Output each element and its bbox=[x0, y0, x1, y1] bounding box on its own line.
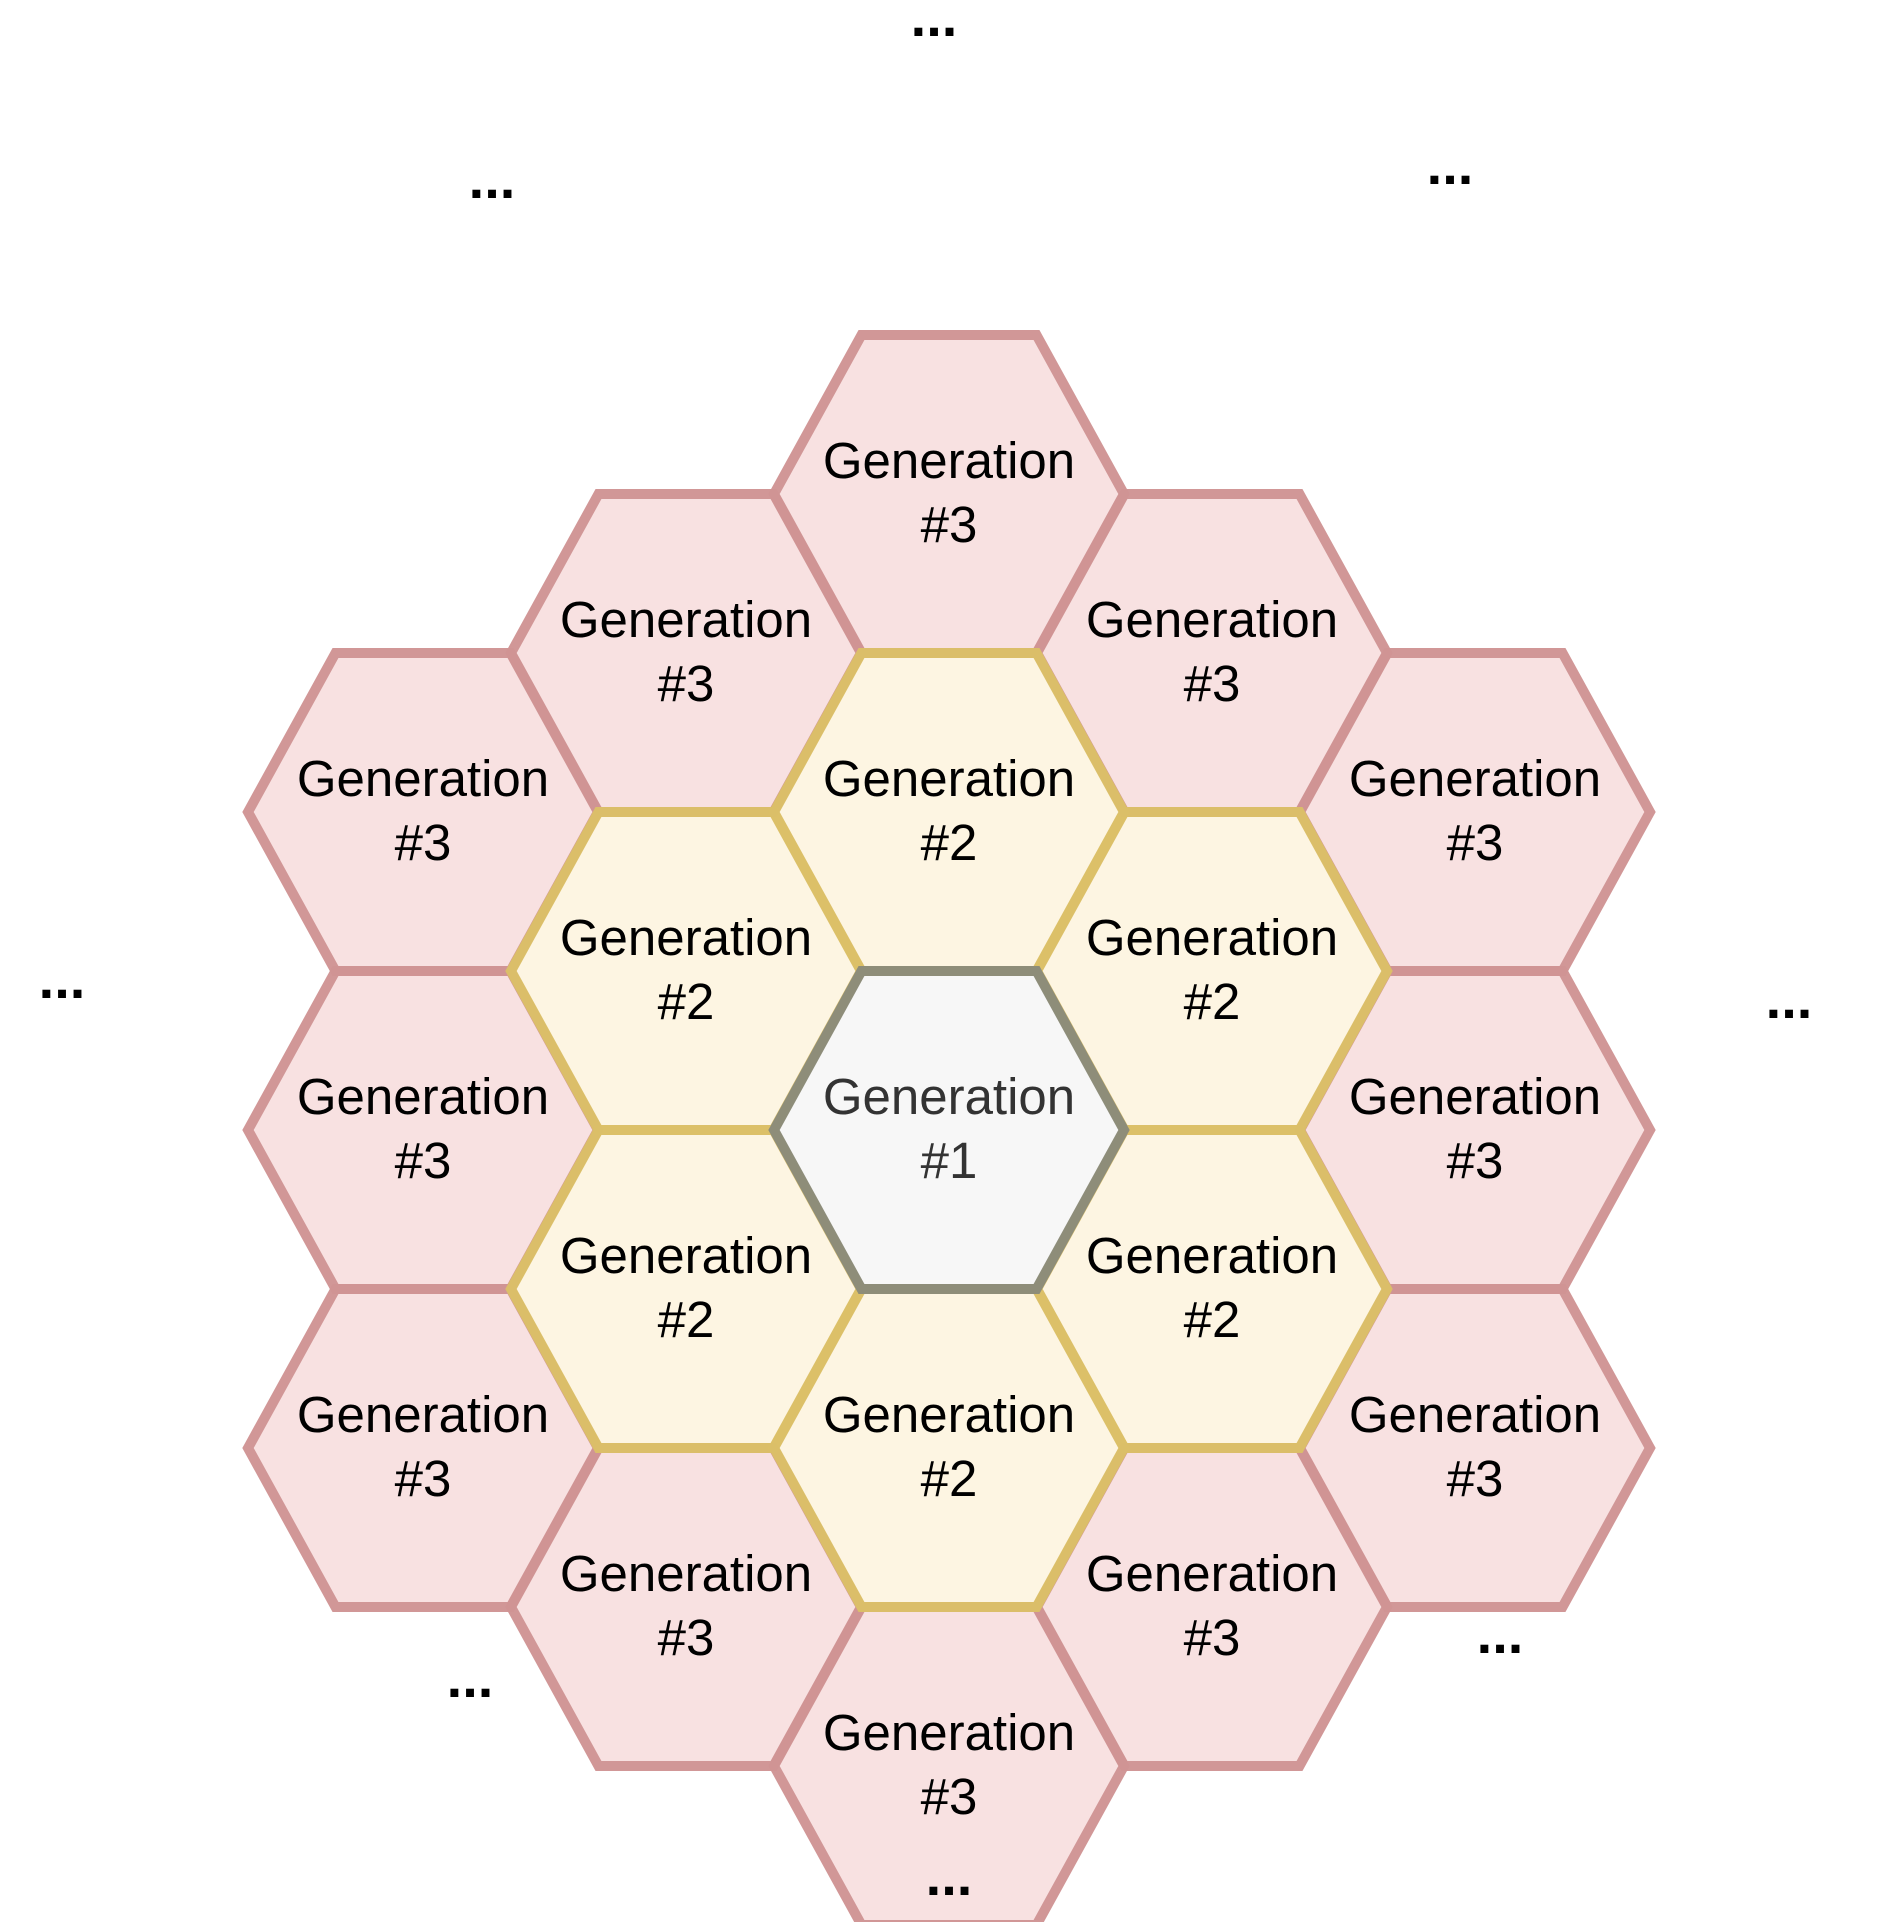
hexagon-label-line1: Generation bbox=[560, 1227, 812, 1284]
hexagon-label-line2: #3 bbox=[395, 1132, 452, 1189]
hexagon-label-line1: Generation bbox=[560, 909, 812, 966]
hexagon-cell-generation-3: Generation #3 bbox=[242, 1284, 604, 1612]
hexagon-label-line2: #3 bbox=[1447, 814, 1504, 871]
hexagon-label-line1: Generation bbox=[823, 750, 1075, 807]
ellipsis-left: ... bbox=[39, 947, 86, 1010]
hexagon-label-line1: Generation bbox=[1349, 750, 1601, 807]
hexagon-cell-generation-3: Generation #3 bbox=[505, 1443, 867, 1771]
hexagon-label-line1: Generation bbox=[560, 591, 812, 648]
hexagon-cell-generation-2: Generation #2 bbox=[505, 807, 867, 1135]
hexagon-label-line1: Generation bbox=[823, 432, 1075, 489]
ellipsis-top: ... bbox=[911, 0, 958, 48]
hexagon-label-line1: Generation bbox=[1086, 1545, 1338, 1602]
hexagon-label-line2: #3 bbox=[658, 1609, 715, 1666]
ellipsis-top-right: ... bbox=[1427, 133, 1474, 196]
hexagon-label-line2: #3 bbox=[1184, 1609, 1241, 1666]
ellipsis-top-left: ... bbox=[469, 147, 516, 210]
hexagon-label-line2: #3 bbox=[921, 496, 978, 553]
hexagon-label-line2: #3 bbox=[658, 655, 715, 712]
hexagon-label-line2: #3 bbox=[395, 814, 452, 871]
continuation-ellipses: ... ... ... ... ... ... ... ... bbox=[39, 0, 1813, 1907]
hexagon-label-line1: Generation bbox=[560, 1545, 812, 1602]
hexagon-label-line2: #3 bbox=[1447, 1132, 1504, 1189]
hexagon-label-line2: #3 bbox=[395, 1450, 452, 1507]
hexagon-label-line2: #2 bbox=[921, 814, 978, 871]
hexagon-label-line2: #1 bbox=[921, 1132, 978, 1189]
hexagon-cell-generation-2: Generation #2 bbox=[505, 1125, 867, 1453]
hexagon-shape bbox=[768, 966, 1130, 1294]
hexagon-label-line2: #2 bbox=[1184, 1291, 1241, 1348]
hexagon-cell-generation-3: Generation #3 bbox=[768, 1602, 1130, 1922]
ellipsis-right: ... bbox=[1766, 967, 1813, 1030]
hexagon-label-line1: Generation bbox=[1086, 591, 1338, 648]
hexagon-label-line2: #3 bbox=[1447, 1450, 1504, 1507]
hexagon-cell-generation-3: Generation #3 bbox=[242, 648, 604, 976]
hexagon-label-line1: Generation bbox=[823, 1704, 1075, 1761]
hexagon-label-line2: #2 bbox=[658, 973, 715, 1030]
hexagon-label-line1: Generation bbox=[1349, 1386, 1601, 1443]
hexagon-label-line1: Generation bbox=[297, 1068, 549, 1125]
hexagon-label-line1: Generation bbox=[297, 1386, 549, 1443]
hexagon-grid: Generation#3Generation#3Generation#3Gene… bbox=[242, 330, 1656, 1922]
hexagon-label-line1: Generation bbox=[1086, 909, 1338, 966]
hexagon-label-line2: #2 bbox=[921, 1450, 978, 1507]
hexagon-label-line1: Generation bbox=[297, 750, 549, 807]
hexagon-label-line1: Generation bbox=[823, 1068, 1075, 1125]
hexagon-cell-generation-1: Generation #1 bbox=[768, 966, 1130, 1294]
hexagon-label-line1: Generation bbox=[823, 1386, 1075, 1443]
hexagon-label-line2: #2 bbox=[1184, 973, 1241, 1030]
hexagon-cell-generation-3: Generation #3 bbox=[1031, 489, 1393, 817]
hexagon-label-line2: #3 bbox=[1184, 655, 1241, 712]
ellipsis-bottom-left: ... bbox=[447, 1646, 494, 1709]
hexagon-cell-generation-3: Generation #3 bbox=[1294, 648, 1656, 976]
hexagon-label-line2: #2 bbox=[658, 1291, 715, 1348]
hexagon-cell-generation-3: Generation #3 bbox=[1031, 1443, 1393, 1771]
ellipsis-bottom-right: ... bbox=[1477, 1602, 1524, 1665]
hexagon-label-line1: Generation bbox=[1349, 1068, 1601, 1125]
ellipsis-bottom: ... bbox=[926, 1844, 973, 1907]
hexagon-label-line2: #3 bbox=[921, 1768, 978, 1825]
hexagon-label-line1: Generation bbox=[1086, 1227, 1338, 1284]
